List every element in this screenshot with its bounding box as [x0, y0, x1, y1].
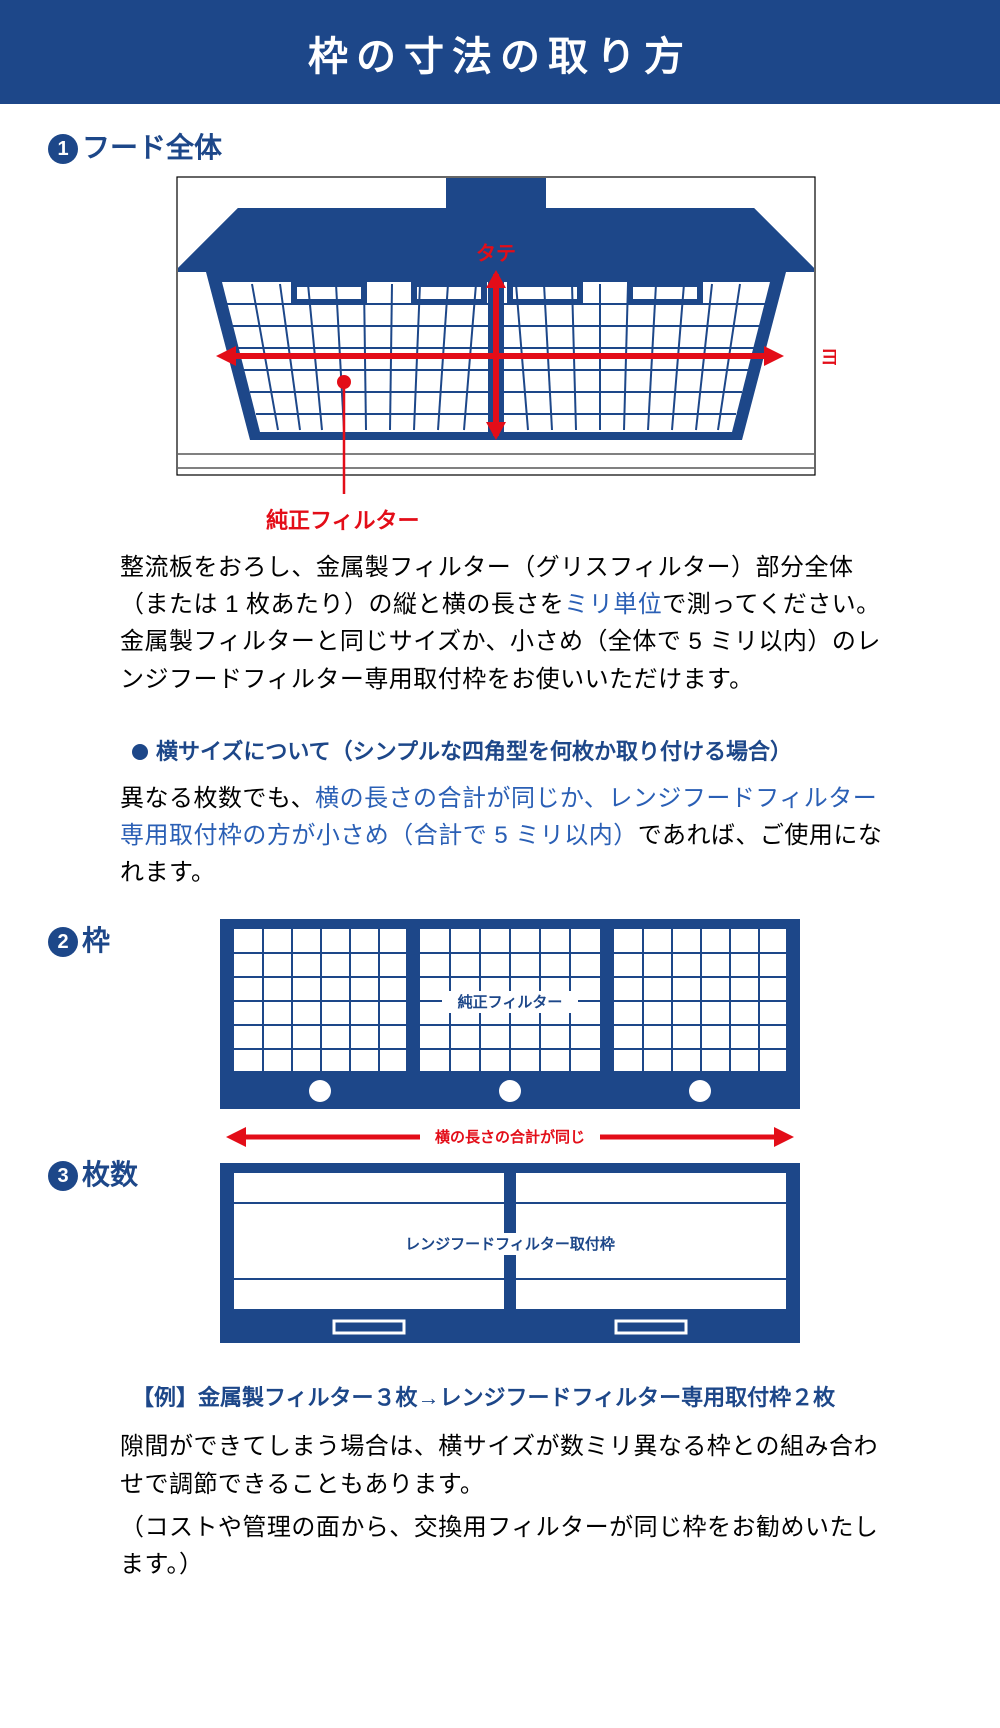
- section1-title: フード全体: [82, 132, 222, 163]
- section2-heading: 2枠: [48, 919, 110, 959]
- svg-text:タテ: タテ: [476, 242, 516, 265]
- closing-paragraph-1: 隙間ができてしまう場合は、横サイズが数ミリ異なる枠との組み合わせで調節できること…: [120, 1428, 892, 1502]
- sub-paragraph: 異なる枚数でも、横の長さの合計が同じか、レンジフードフィルター専用取付枠の方が小…: [120, 780, 892, 892]
- svg-text:横の長さの合計が同じ: 横の長さの合計が同じ: [435, 1128, 585, 1146]
- hood-diagram: タテ ヨコ: [176, 176, 952, 501]
- page-header: 枠の寸法の取り方: [0, 0, 1000, 104]
- example-text: 【例】金属製フィルター３枚→レンジフードフィルター専用取付枠２枚: [132, 1380, 952, 1412]
- page-title: 枠の寸法の取り方: [308, 35, 692, 79]
- section1-heading: 1フード全体: [48, 126, 952, 166]
- svg-text:レンジフードフィルター取付枠: レンジフードフィルター取付枠: [405, 1235, 615, 1253]
- section1-paragraph-1: 整流板をおろし、金属製フィルター（グリスフィルター）部分全体（または 1 枚あた…: [120, 549, 892, 623]
- section3-number: 3: [48, 1161, 78, 1191]
- bullet-dot-icon: [132, 744, 148, 760]
- section1-paragraph-2: 金属製フィルターと同じサイズか、小さめ（全体で 5 ミリ以内）のレンジフードフィ…: [120, 623, 892, 697]
- section3-title: 枚数: [82, 1159, 138, 1190]
- svg-text:純正フィルター: 純正フィルター: [458, 993, 563, 1011]
- filter-comparison-diagram: 純正フィルター 横の長さの合計が同じ: [220, 919, 800, 1354]
- mm-unit-emphasis: ミリ単位: [564, 591, 662, 618]
- genuine-filter-label: 純正フィルター: [266, 503, 952, 535]
- section2-title: 枠: [82, 925, 110, 956]
- closing-paragraph-2: （コストや管理の面から、交換用フィルターが同じ枠をお勧めいたします。）: [120, 1509, 892, 1583]
- content-area: 1フード全体: [0, 104, 1000, 1613]
- sub-heading-width: 横サイズについて（シンプルな四角型を何枚か取り付ける場合）: [132, 734, 952, 766]
- section3-heading: 3枚数: [48, 1153, 138, 1193]
- svg-text:ヨコ: ヨコ: [820, 347, 836, 369]
- section1-number: 1: [48, 134, 78, 164]
- section2-number: 2: [48, 927, 78, 957]
